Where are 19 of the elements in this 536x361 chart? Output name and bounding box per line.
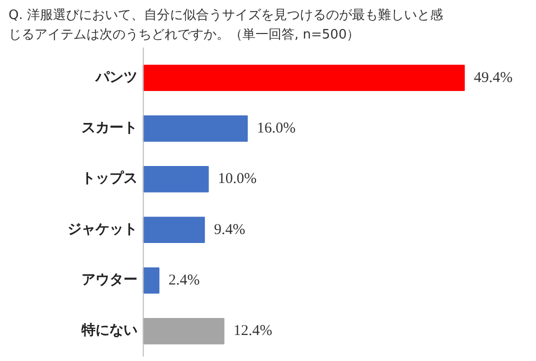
chart-title: Q. 洋服選びにおいて、自分に似合うサイズを見つけるのが最も難しいと感じるアイテムは次のうちどれですか。（単一回答, n=500）	[8, 8, 443, 42]
bar	[142, 267, 160, 294]
y-tick-label: 特にない	[80, 322, 138, 339]
data-label: 49.4%	[474, 70, 513, 86]
bar	[142, 216, 205, 244]
data-label: 2.4%	[168, 272, 200, 289]
y-tick-label: トップス	[82, 170, 138, 187]
y-tick-label: アウター	[82, 273, 138, 288]
bar	[142, 64, 465, 92]
y-tick-label: スカート	[82, 121, 138, 136]
y-tick-label: パンツ	[94, 70, 138, 86]
bar	[142, 115, 248, 142]
y-tick-label: ジャケット	[68, 222, 138, 238]
data-label: 9.4%	[214, 222, 246, 238]
data-label: 10.0%	[218, 171, 257, 188]
bar	[142, 318, 224, 344]
data-label: 12.4%	[234, 323, 272, 340]
data-label: 16.0%	[256, 120, 296, 137]
bar	[142, 166, 209, 192]
